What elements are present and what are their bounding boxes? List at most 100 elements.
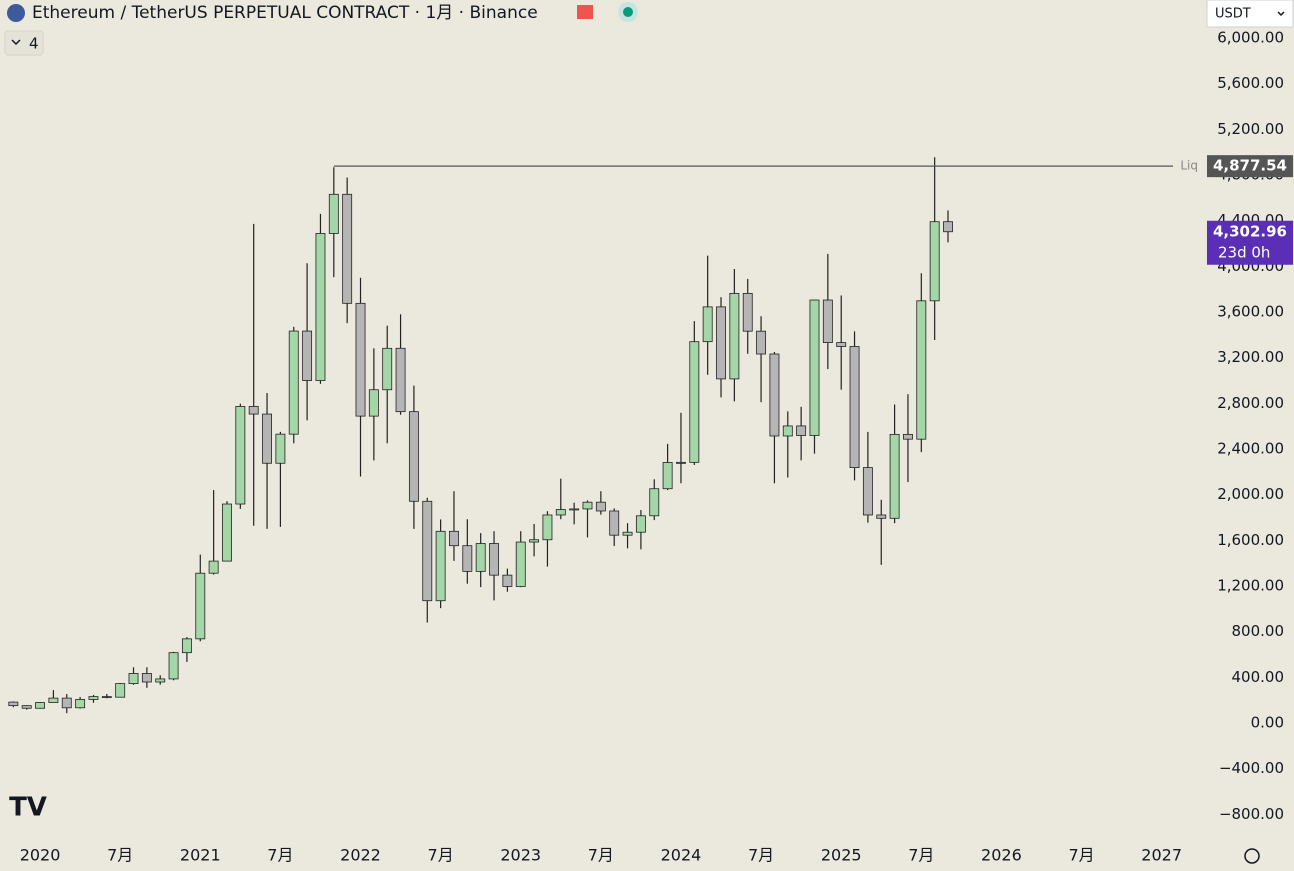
x-tick-label: 7月 (107, 846, 133, 865)
candle-body (449, 530, 459, 547)
x-tick-label: 2027 (1141, 846, 1182, 865)
candle-body (702, 306, 713, 343)
y-tick-label: 3,200.00 (1217, 348, 1284, 366)
candle-body (195, 572, 206, 640)
candle-body (262, 413, 272, 464)
candle-body (569, 508, 580, 511)
candle-body (168, 652, 179, 680)
y-tick-label: 1,600.00 (1217, 531, 1284, 549)
candle-body (395, 347, 406, 413)
candle-body (916, 300, 927, 440)
candle-body (662, 462, 673, 490)
x-tick-label: 2024 (661, 846, 702, 865)
x-tick-label: 2022 (340, 846, 381, 865)
candle-body (342, 193, 353, 304)
candle-body (849, 346, 860, 469)
price-line-tag (1207, 155, 1293, 178)
candle-body (88, 696, 99, 700)
y-tick-label: 0.00 (1251, 713, 1284, 731)
candle-body (181, 638, 192, 654)
candle-body (609, 510, 620, 536)
candle-body (408, 411, 419, 502)
candle-body (328, 193, 339, 234)
price-line-name: Liq (1180, 159, 1198, 173)
candle-body (489, 543, 499, 576)
currency-label: USDT (1215, 7, 1251, 22)
x-tick-label: 7月 (267, 846, 293, 865)
candle-body (21, 705, 32, 709)
candle-body (435, 530, 446, 602)
x-tick-label: 2021 (180, 846, 221, 865)
y-tick-label: 2,400.00 (1217, 439, 1284, 457)
candle-body (862, 467, 873, 516)
candle-body (689, 341, 700, 463)
x-tick-label: 2023 (500, 846, 541, 865)
y-tick-label: 5,600.00 (1217, 74, 1284, 92)
candle-body (302, 330, 313, 381)
status-dot (623, 7, 633, 17)
candle-body (248, 406, 259, 415)
candle-body (48, 697, 59, 703)
candle-body (796, 425, 807, 436)
candle-body (75, 699, 86, 709)
indicator-toggle[interactable] (4, 30, 44, 56)
candle-body (649, 488, 660, 517)
candle-body (876, 514, 887, 519)
y-tick-label: −400.00 (1219, 759, 1284, 777)
candle-body (382, 347, 393, 391)
candle-body (141, 673, 152, 683)
last-price-tag (1207, 220, 1293, 265)
x-tick-label: 7月 (748, 846, 774, 865)
y-tick-label: −800.00 (1219, 805, 1284, 823)
candle-body (676, 461, 686, 464)
settings-icon[interactable] (1244, 848, 1260, 864)
candle-body (208, 560, 219, 574)
x-tick-label: 7月 (588, 846, 614, 865)
candle-body (729, 292, 740, 380)
countdown-label: 23d 0h (1218, 243, 1270, 261)
candle-body (622, 531, 633, 536)
candle-body (555, 509, 566, 516)
candle-body (315, 233, 326, 381)
y-tick-label: 3,600.00 (1217, 303, 1284, 321)
y-tick-label: 800.00 (1232, 622, 1285, 640)
candle-body (929, 221, 940, 302)
candle-body (716, 306, 726, 380)
candle-body (128, 673, 139, 684)
candle-body (235, 406, 246, 505)
candle-body (782, 425, 793, 437)
candle-body (101, 696, 112, 699)
candle-body (8, 701, 19, 707)
candle-body (422, 500, 433, 602)
candle-body (368, 389, 379, 417)
x-tick-label: 7月 (908, 846, 934, 865)
candle-body (769, 353, 780, 437)
candle-body (742, 292, 753, 332)
x-tick-label: 2025 (821, 846, 862, 865)
candle-body (595, 501, 606, 512)
candle-body (903, 433, 913, 440)
candle-body (155, 678, 166, 683)
candle-body (35, 702, 45, 709)
candle-body (222, 503, 232, 562)
y-tick-label: 6,000.00 (1217, 29, 1284, 47)
candle-body (943, 221, 953, 233)
indicator-count: 4 (29, 35, 39, 53)
candle-body (542, 514, 553, 541)
candle-body (889, 433, 900, 519)
logo: TV (9, 793, 47, 823)
y-tick-label: 1,200.00 (1217, 576, 1284, 594)
candle-body (529, 539, 540, 543)
candle-body (288, 330, 299, 435)
last-price-label: 4,302.96 (1213, 222, 1287, 240)
x-tick-label: 7月 (428, 846, 454, 865)
candle-body (475, 543, 486, 572)
candle-body (462, 545, 473, 572)
chart-title: Ethereum / TetherUS PERPETUAL CONTRACT ·… (32, 3, 538, 23)
x-tick-label: 2026 (981, 846, 1022, 865)
y-tick-label: 2,000.00 (1217, 485, 1284, 503)
candle-body (635, 515, 646, 533)
candle-body (115, 683, 126, 698)
